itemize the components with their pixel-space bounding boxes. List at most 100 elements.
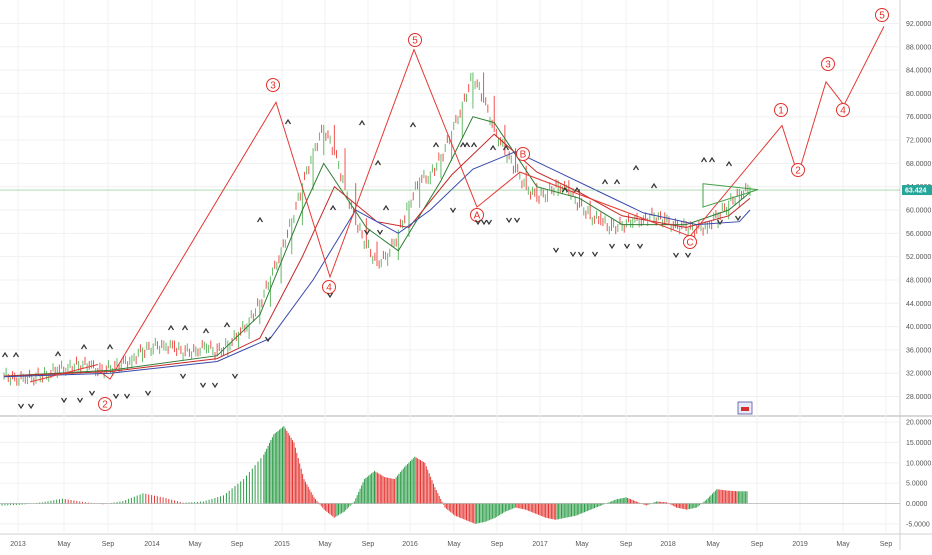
signal-marker-down	[608, 243, 616, 250]
wave-label-circle	[516, 147, 530, 161]
signal-marker-down	[123, 393, 131, 400]
x-tick-label: Sep	[751, 541, 764, 548]
signal-marker-up	[1, 351, 9, 358]
signal-marker-down	[376, 229, 384, 236]
signal-marker-down	[552, 247, 560, 254]
signal-marker-down	[569, 251, 577, 258]
current-price-label: 63.424	[905, 188, 927, 195]
y-tick-label: 60.0000	[906, 208, 931, 215]
signal-marker-down	[480, 219, 488, 226]
signal-marker-up	[54, 350, 62, 357]
signal-marker-down	[231, 373, 239, 380]
signal-marker-down	[199, 382, 207, 389]
current-price-badge	[902, 185, 932, 196]
wave-label-circle	[774, 103, 788, 117]
signal-marker-up	[409, 121, 417, 128]
wave-label-circle	[266, 78, 280, 92]
x-tick-label: Sep	[231, 541, 244, 548]
flag-icon	[741, 407, 749, 411]
signal-marker-down	[326, 292, 334, 299]
signal-marker-up	[650, 182, 658, 189]
osc-y-tick-label: 10.0000	[906, 460, 931, 467]
y-tick-label: 48.0000	[906, 277, 931, 284]
signal-marker-up	[725, 160, 733, 167]
x-tick-label: Sep	[362, 541, 375, 548]
y-tick-label: 52.0000	[906, 254, 931, 261]
signal-marker-down	[112, 393, 120, 400]
x-tick-label: Sep	[620, 541, 633, 548]
signal-marker-up	[489, 144, 497, 151]
x-tick-label: May	[836, 541, 850, 548]
signal-marker-up	[632, 164, 640, 171]
signal-marker-down	[636, 243, 644, 250]
wave-label-circle	[836, 103, 850, 117]
wave-label: 4	[840, 106, 846, 117]
y-tick-label: 92.0000	[906, 21, 931, 28]
signal-marker-down	[27, 403, 35, 410]
wave-label: 3	[270, 81, 276, 92]
elliott-wave-path	[97, 26, 885, 380]
signal-marker-up	[12, 351, 20, 358]
x-tick-label: 2019	[792, 541, 808, 548]
wave-label-circle	[683, 235, 697, 249]
x-tick-label: May	[706, 541, 720, 548]
moving-average-line	[3, 133, 751, 377]
y-tick-label: 76.0000	[906, 114, 931, 121]
signal-marker-up	[382, 204, 390, 211]
x-tick-label: May	[575, 541, 589, 548]
x-tick-label: 2017	[532, 541, 548, 548]
wave-label: 5	[412, 36, 418, 47]
signal-marker-down	[264, 336, 272, 343]
y-tick-label: 56.0000	[906, 231, 931, 238]
wave-label: 2	[102, 400, 108, 411]
wave-label: 2	[795, 166, 801, 177]
signal-marker-down	[734, 215, 742, 222]
y-tick-label: 32.0000	[906, 371, 931, 378]
y-tick-label: 88.0000	[906, 44, 931, 51]
signal-marker-up	[432, 141, 440, 148]
signal-marker-down	[485, 219, 493, 226]
osc-y-tick-label: 15.0000	[906, 440, 931, 447]
signal-marker-down	[513, 217, 521, 224]
wave-label-circle	[791, 163, 805, 177]
signal-marker-up	[463, 141, 471, 148]
x-tick-label: May	[447, 541, 461, 548]
y-tick-label: 72.0000	[906, 138, 931, 145]
wave-label: 3	[825, 60, 831, 71]
signal-marker-up	[202, 327, 210, 334]
signal-marker-up	[502, 144, 510, 151]
signal-marker-up	[223, 321, 231, 328]
x-tick-label: May	[318, 541, 332, 548]
triangle-pattern	[702, 183, 759, 208]
osc-y-tick-label: 0.0000	[906, 501, 928, 508]
signal-marker-up	[106, 343, 114, 350]
x-tick-label: May	[188, 541, 202, 548]
signal-marker-up	[80, 343, 88, 350]
signal-marker-up	[601, 178, 609, 185]
signal-marker-down	[88, 390, 96, 397]
signal-marker-up	[167, 324, 175, 331]
signal-marker-down	[179, 373, 187, 380]
signal-marker-up	[708, 156, 716, 163]
signal-marker-down	[623, 243, 631, 250]
wave-label: C	[686, 238, 693, 249]
x-tick-label: Sep	[880, 541, 893, 548]
wave-label: 4	[326, 283, 332, 294]
signal-marker-up	[573, 186, 581, 193]
moving-average-line	[3, 151, 751, 378]
x-tick-label: May	[57, 541, 71, 548]
x-tick-label: 2013	[10, 541, 26, 548]
signal-marker-up	[181, 324, 189, 331]
x-tick-label: Sep	[491, 541, 504, 548]
x-tick-label: 2015	[274, 541, 290, 548]
y-tick-label: 68.0000	[906, 161, 931, 168]
osc-y-tick-label: 20.0000	[906, 420, 931, 427]
signal-marker-up	[700, 156, 708, 163]
wave-label-circle	[875, 8, 889, 22]
x-tick-label: 2016	[402, 541, 418, 548]
signal-marker-down	[684, 252, 692, 259]
y-tick-label: 40.0000	[906, 324, 931, 331]
wave-label-circle	[408, 33, 422, 47]
signal-marker-up	[284, 118, 292, 125]
